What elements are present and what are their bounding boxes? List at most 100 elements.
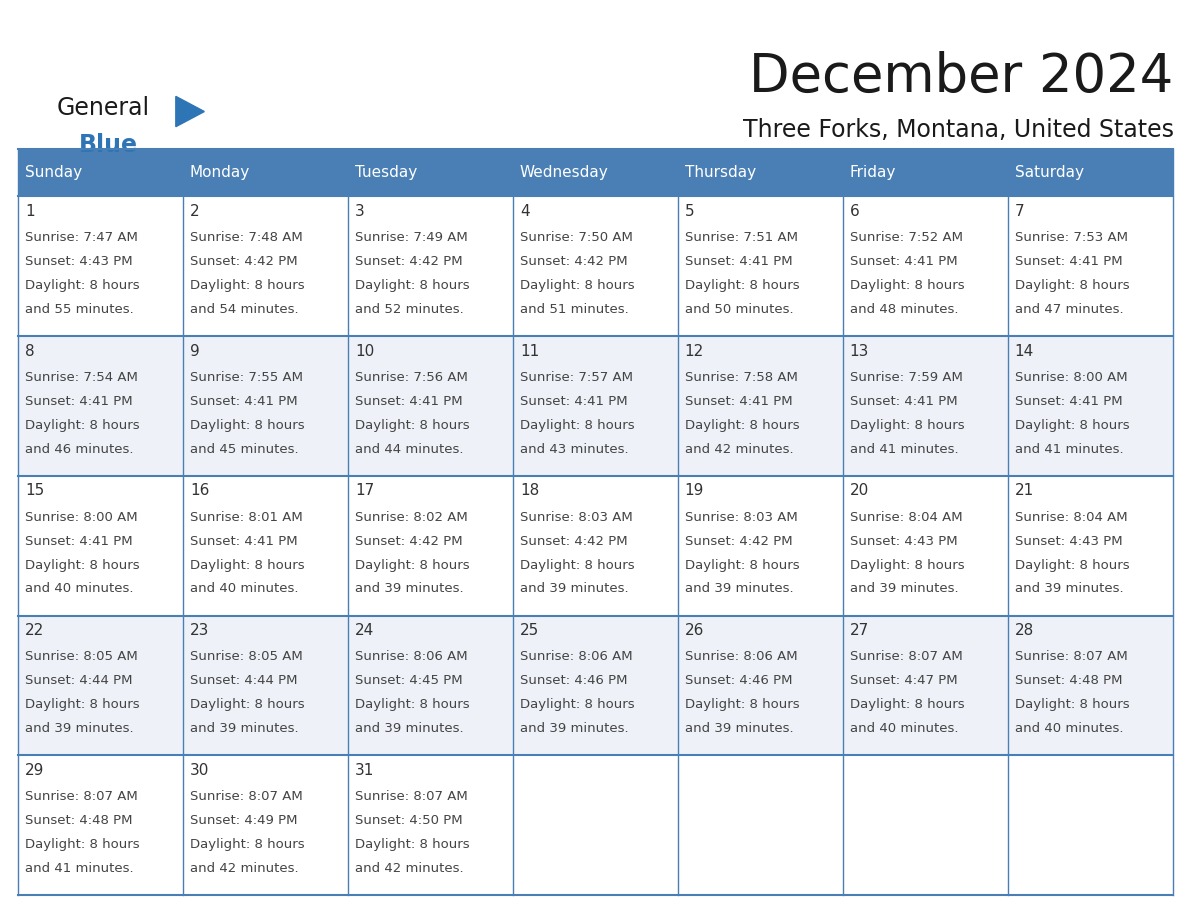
Text: Sunrise: 7:57 AM: Sunrise: 7:57 AM	[520, 371, 633, 384]
Text: Daylight: 8 hours: Daylight: 8 hours	[25, 838, 139, 851]
Text: and 39 minutes.: and 39 minutes.	[684, 722, 794, 735]
Text: Sunset: 4:41 PM: Sunset: 4:41 PM	[520, 395, 627, 408]
Text: and 40 minutes.: and 40 minutes.	[849, 722, 959, 735]
Text: 11: 11	[520, 343, 539, 359]
Text: Daylight: 8 hours: Daylight: 8 hours	[25, 558, 139, 572]
Text: Sunrise: 7:52 AM: Sunrise: 7:52 AM	[849, 231, 962, 244]
Text: Sunset: 4:41 PM: Sunset: 4:41 PM	[1015, 255, 1123, 268]
Text: 12: 12	[684, 343, 704, 359]
Text: Sunset: 4:46 PM: Sunset: 4:46 PM	[684, 675, 792, 688]
Text: Sunset: 4:41 PM: Sunset: 4:41 PM	[1015, 395, 1123, 408]
Text: 22: 22	[25, 623, 44, 638]
Text: Sunrise: 8:03 AM: Sunrise: 8:03 AM	[684, 510, 797, 524]
Text: Sunrise: 8:04 AM: Sunrise: 8:04 AM	[1015, 510, 1127, 524]
Text: Sunday: Sunday	[25, 165, 82, 180]
Text: Daylight: 8 hours: Daylight: 8 hours	[520, 558, 634, 572]
Text: Sunrise: 7:49 AM: Sunrise: 7:49 AM	[355, 231, 468, 244]
Text: Daylight: 8 hours: Daylight: 8 hours	[190, 838, 304, 851]
Text: 9: 9	[190, 343, 200, 359]
Text: 31: 31	[355, 763, 374, 778]
Text: Sunset: 4:50 PM: Sunset: 4:50 PM	[355, 814, 462, 827]
Text: Three Forks, Montana, United States: Three Forks, Montana, United States	[742, 118, 1174, 141]
Text: Sunrise: 7:50 AM: Sunrise: 7:50 AM	[520, 231, 633, 244]
Text: 2: 2	[190, 204, 200, 218]
Text: Sunrise: 8:04 AM: Sunrise: 8:04 AM	[849, 510, 962, 524]
Text: Sunset: 4:48 PM: Sunset: 4:48 PM	[1015, 675, 1123, 688]
Polygon shape	[176, 96, 204, 127]
Text: Daylight: 8 hours: Daylight: 8 hours	[520, 419, 634, 431]
Text: Daylight: 8 hours: Daylight: 8 hours	[1015, 699, 1130, 711]
Text: Daylight: 8 hours: Daylight: 8 hours	[684, 699, 800, 711]
Bar	[18, 756, 1173, 895]
Text: Daylight: 8 hours: Daylight: 8 hours	[190, 279, 304, 292]
Text: 3: 3	[355, 204, 365, 218]
Text: and 40 minutes.: and 40 minutes.	[1015, 722, 1123, 735]
Text: Daylight: 8 hours: Daylight: 8 hours	[190, 699, 304, 711]
Text: Sunset: 4:42 PM: Sunset: 4:42 PM	[355, 534, 462, 548]
Text: Sunset: 4:42 PM: Sunset: 4:42 PM	[190, 255, 297, 268]
Text: Sunset: 4:41 PM: Sunset: 4:41 PM	[684, 255, 792, 268]
Text: Sunrise: 8:01 AM: Sunrise: 8:01 AM	[190, 510, 303, 524]
Text: 18: 18	[520, 483, 539, 498]
Text: Daylight: 8 hours: Daylight: 8 hours	[25, 699, 139, 711]
Text: Daylight: 8 hours: Daylight: 8 hours	[849, 419, 965, 431]
Bar	[18, 476, 1173, 616]
Text: Sunset: 4:41 PM: Sunset: 4:41 PM	[190, 395, 297, 408]
Text: Sunrise: 8:03 AM: Sunrise: 8:03 AM	[520, 510, 632, 524]
Text: and 50 minutes.: and 50 minutes.	[684, 303, 794, 316]
Bar	[18, 616, 1173, 756]
Text: and 52 minutes.: and 52 minutes.	[355, 303, 463, 316]
Text: 7: 7	[1015, 204, 1024, 218]
Text: and 51 minutes.: and 51 minutes.	[520, 303, 628, 316]
Text: Thursday: Thursday	[684, 165, 756, 180]
Text: and 41 minutes.: and 41 minutes.	[1015, 442, 1124, 455]
Text: and 42 minutes.: and 42 minutes.	[190, 862, 298, 875]
Text: Blue: Blue	[78, 133, 138, 157]
Text: Sunrise: 8:00 AM: Sunrise: 8:00 AM	[25, 510, 138, 524]
Text: Sunset: 4:44 PM: Sunset: 4:44 PM	[190, 675, 297, 688]
Text: Sunset: 4:43 PM: Sunset: 4:43 PM	[1015, 534, 1123, 548]
Text: 25: 25	[520, 623, 539, 638]
Text: Sunrise: 8:06 AM: Sunrise: 8:06 AM	[355, 651, 468, 664]
Text: 15: 15	[25, 483, 44, 498]
Text: Sunrise: 8:06 AM: Sunrise: 8:06 AM	[684, 651, 797, 664]
Text: Sunset: 4:41 PM: Sunset: 4:41 PM	[684, 395, 792, 408]
Text: and 45 minutes.: and 45 minutes.	[190, 442, 298, 455]
Text: Sunrise: 7:48 AM: Sunrise: 7:48 AM	[190, 231, 303, 244]
Text: Daylight: 8 hours: Daylight: 8 hours	[190, 419, 304, 431]
Text: Sunset: 4:46 PM: Sunset: 4:46 PM	[520, 675, 627, 688]
Text: and 48 minutes.: and 48 minutes.	[849, 303, 959, 316]
Text: General: General	[57, 96, 150, 120]
Text: Daylight: 8 hours: Daylight: 8 hours	[355, 419, 469, 431]
Text: and 39 minutes.: and 39 minutes.	[190, 722, 298, 735]
Text: Sunrise: 8:00 AM: Sunrise: 8:00 AM	[1015, 371, 1127, 384]
Text: Sunrise: 8:07 AM: Sunrise: 8:07 AM	[1015, 651, 1127, 664]
Text: and 40 minutes.: and 40 minutes.	[190, 582, 298, 596]
Text: Daylight: 8 hours: Daylight: 8 hours	[849, 558, 965, 572]
Text: Sunrise: 8:07 AM: Sunrise: 8:07 AM	[190, 790, 303, 803]
Bar	[18, 196, 1173, 336]
Text: Sunrise: 7:59 AM: Sunrise: 7:59 AM	[849, 371, 962, 384]
Text: 1: 1	[25, 204, 34, 218]
Text: Daylight: 8 hours: Daylight: 8 hours	[520, 279, 634, 292]
Text: Sunrise: 8:02 AM: Sunrise: 8:02 AM	[355, 510, 468, 524]
Text: Sunrise: 8:07 AM: Sunrise: 8:07 AM	[25, 790, 138, 803]
Text: and 39 minutes.: and 39 minutes.	[849, 582, 959, 596]
Text: Monday: Monday	[190, 165, 251, 180]
Text: Sunrise: 8:07 AM: Sunrise: 8:07 AM	[849, 651, 962, 664]
Text: Sunset: 4:42 PM: Sunset: 4:42 PM	[684, 534, 792, 548]
Text: Daylight: 8 hours: Daylight: 8 hours	[520, 699, 634, 711]
Text: Daylight: 8 hours: Daylight: 8 hours	[355, 558, 469, 572]
Text: 10: 10	[355, 343, 374, 359]
Text: 26: 26	[684, 623, 704, 638]
Text: Sunrise: 8:07 AM: Sunrise: 8:07 AM	[355, 790, 468, 803]
Text: Sunrise: 7:47 AM: Sunrise: 7:47 AM	[25, 231, 138, 244]
Text: Sunset: 4:41 PM: Sunset: 4:41 PM	[355, 395, 462, 408]
Text: and 54 minutes.: and 54 minutes.	[190, 303, 298, 316]
Text: and 39 minutes.: and 39 minutes.	[355, 722, 463, 735]
Text: Sunset: 4:42 PM: Sunset: 4:42 PM	[520, 255, 627, 268]
Text: Sunset: 4:43 PM: Sunset: 4:43 PM	[849, 534, 958, 548]
Text: Daylight: 8 hours: Daylight: 8 hours	[1015, 419, 1130, 431]
Text: Sunrise: 7:56 AM: Sunrise: 7:56 AM	[355, 371, 468, 384]
Text: 29: 29	[25, 763, 44, 778]
